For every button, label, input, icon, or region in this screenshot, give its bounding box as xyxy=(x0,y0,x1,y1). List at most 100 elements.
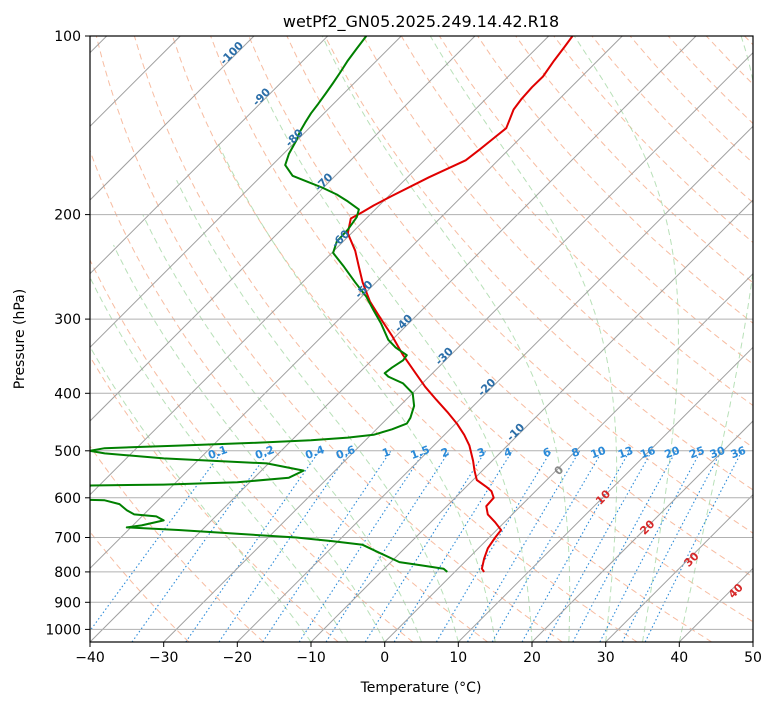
dry-adiabat-line xyxy=(248,36,753,578)
moist-adiabat-line xyxy=(429,36,618,642)
x-tick-label: −10 xyxy=(296,650,326,666)
plot-frame xyxy=(89,35,754,643)
mixing-ratio-label: 3 xyxy=(475,445,487,460)
mixing-ratio-line xyxy=(599,450,702,642)
dry-adiabat-line xyxy=(210,36,753,623)
mixing-ratio-line xyxy=(572,450,677,642)
chart-title: wetPf2_GN05.2025.249.14.42.R18 xyxy=(283,12,559,32)
dry-adiabat-line xyxy=(667,36,753,125)
mixing-ratio-label: 4 xyxy=(502,445,514,460)
x-tick-label: 40 xyxy=(670,650,688,666)
moist-adiabat-line xyxy=(142,214,422,642)
mixing-ratio-line xyxy=(325,450,451,642)
y-tick-label: 400 xyxy=(54,386,81,402)
y-tick-label: 600 xyxy=(54,491,81,507)
mixing-ratio-line xyxy=(262,450,392,642)
mixing-ratio-label: 1 xyxy=(380,445,392,460)
dry-adiabat-line xyxy=(515,36,753,284)
mixing-ratio-line xyxy=(521,450,631,642)
mixing-ratio-line xyxy=(131,450,271,642)
isotherm-line xyxy=(90,36,329,275)
isotherm-line xyxy=(605,493,753,642)
x-tick-label: 50 xyxy=(744,650,762,666)
dry-adiabat-line xyxy=(744,36,753,46)
x-axis-ticks: −40 −30 −20 −10 0 10 20 30 40 50 xyxy=(75,642,762,666)
x-tick-label: 0 xyxy=(380,650,389,666)
mixing-ratio-label: 10 xyxy=(589,444,608,462)
y-axis-title: Pressure (hPa) xyxy=(12,289,28,389)
y-axis-ticks: 100 200 300 400 500 600 700 800 900 1000 xyxy=(45,29,90,638)
mixing-ratio-line xyxy=(545,450,653,642)
isotherm-label: -80 xyxy=(283,126,306,149)
mixing-ratio-line xyxy=(298,450,426,642)
dry-adiabat-line xyxy=(324,36,753,491)
mixing-ratio-label: 0.1 xyxy=(206,443,229,462)
mixing-ratio-label: 0.4 xyxy=(303,443,326,462)
x-tick-label: −30 xyxy=(149,650,179,666)
y-tick-label: 200 xyxy=(54,208,81,224)
isotherm-line xyxy=(90,36,550,496)
mixing-ratio-label: 6 xyxy=(541,445,553,460)
mixing-ratio-line xyxy=(364,450,487,642)
moist-adiabat-line xyxy=(90,345,312,642)
x-tick-label: −40 xyxy=(75,650,105,666)
isotherm-line xyxy=(90,36,476,422)
isotherm-line xyxy=(457,346,753,642)
isotherm-line xyxy=(90,36,402,349)
y-tick-label: 700 xyxy=(54,531,81,547)
dry-adiabat-line xyxy=(90,149,488,642)
dry-adiabat-line xyxy=(90,355,339,642)
isotherm-label: -30 xyxy=(433,345,456,368)
mixing-ratio-label: 8 xyxy=(570,445,582,460)
isotherm-line xyxy=(310,199,753,642)
isotherm-line xyxy=(384,272,753,642)
isotherm-label: -40 xyxy=(392,312,415,335)
dry-adiabat-line xyxy=(90,445,264,642)
isotherm-label: -70 xyxy=(312,170,335,193)
x-tick-label: 10 xyxy=(449,650,467,666)
isotherm-label: -90 xyxy=(250,85,273,108)
isotherm-line xyxy=(752,641,753,642)
mixing-ratio-label: 16 xyxy=(638,444,657,462)
y-tick-label: 900 xyxy=(54,595,81,611)
moist-adiabat-line xyxy=(90,276,349,642)
dry-adiabat-line xyxy=(553,36,753,244)
mixing-ratio-label: 13 xyxy=(616,444,635,461)
mixing-ratio-line xyxy=(218,450,351,642)
y-tick-label: 300 xyxy=(54,312,81,328)
moist-adiabat-line xyxy=(113,244,386,642)
isotherm-line xyxy=(163,51,753,642)
moist-adiabat-line xyxy=(176,179,459,642)
isotherm-label: -100 xyxy=(217,39,246,68)
mixing-ratio-label: 36 xyxy=(729,444,748,462)
isotherm-label: -10 xyxy=(504,420,527,443)
isotherm-label: -50 xyxy=(352,278,375,301)
mixing-ratio-label: 25 xyxy=(687,444,706,461)
mixing-ratio-label: 2 xyxy=(439,445,451,460)
x-tick-label: −20 xyxy=(223,650,253,666)
moist-adiabat-line xyxy=(678,36,753,642)
dry-adiabat-line xyxy=(172,36,712,642)
moist-adiabat-line xyxy=(321,36,571,642)
isotherm-line xyxy=(90,36,623,570)
pressure-gridlines xyxy=(90,36,753,630)
y-tick-label: 100 xyxy=(54,29,81,45)
mixing-ratio-label: 0.6 xyxy=(334,443,357,462)
wet-bulb-label: 40 xyxy=(726,581,746,601)
x-tick-label: 20 xyxy=(523,650,541,666)
x-tick-label: 30 xyxy=(597,650,615,666)
mixing-ratio-label: 20 xyxy=(663,444,682,462)
mixing-ratio-line xyxy=(185,450,321,642)
dewpoint-profile-line xyxy=(90,36,448,573)
mixing-ratio-line xyxy=(90,450,224,632)
moist-adiabat-line xyxy=(263,93,533,642)
dry-adiabat-line xyxy=(477,36,753,324)
mixing-ratio-label: 1.5 xyxy=(409,443,432,462)
dry-adiabat-line xyxy=(705,36,753,85)
mixing-ratio-line xyxy=(467,450,581,642)
mixing-ratio-line xyxy=(644,450,743,642)
dry-adiabat-line xyxy=(95,36,563,642)
y-tick-label: 800 xyxy=(54,565,81,581)
profile-series xyxy=(90,36,574,573)
